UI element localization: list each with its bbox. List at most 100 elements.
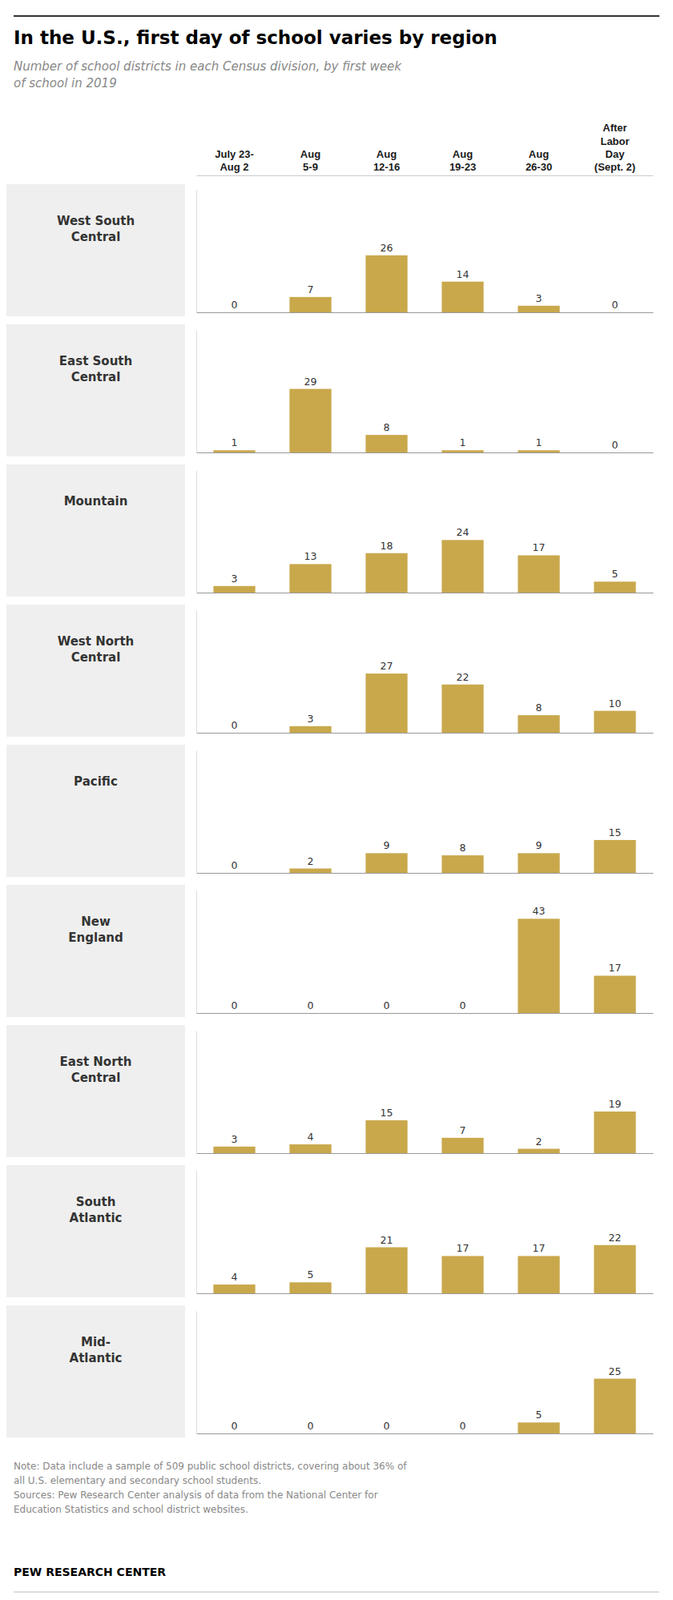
x-tick: Aug5-9 xyxy=(300,148,321,176)
data-label: 1 xyxy=(535,436,543,449)
data-label: 0 xyxy=(459,1420,467,1433)
data-label: 0 xyxy=(231,859,238,872)
text-line: Mid- xyxy=(80,1335,111,1351)
bar xyxy=(365,553,408,593)
bars xyxy=(213,389,560,453)
x-tick: Aug12-16 xyxy=(373,148,400,176)
y-axis-line xyxy=(196,1312,198,1435)
baseline xyxy=(197,1153,654,1155)
text-line: Central xyxy=(71,1071,121,1086)
bar xyxy=(441,450,484,453)
bar xyxy=(289,726,331,734)
data-label: 15 xyxy=(380,1107,394,1120)
data-labels: 4521171722 xyxy=(231,1232,622,1284)
bar xyxy=(517,1256,560,1294)
data-label: 27 xyxy=(380,660,394,673)
footer: PEW RESEARCH CENTER xyxy=(13,1566,166,1580)
data-label: 3 xyxy=(535,292,543,305)
data-label: 2 xyxy=(307,855,315,868)
x-tick-label: Aug26-30 xyxy=(525,148,553,174)
x-tick: July 23-Aug 2 xyxy=(214,148,254,176)
data-labels: 1298110 xyxy=(231,375,619,452)
bar xyxy=(441,1434,484,1435)
label-background xyxy=(6,604,186,738)
baseline-axis xyxy=(197,733,654,734)
text-line: West North xyxy=(57,634,135,649)
text-line: 5-9 xyxy=(302,161,319,174)
text-line: Aug xyxy=(528,148,549,161)
bars xyxy=(517,918,636,1014)
x-tick: Aug26-30 xyxy=(525,148,553,176)
baseline xyxy=(197,592,654,594)
text-line: Day xyxy=(605,148,626,161)
y-axis xyxy=(196,1031,198,1155)
data-label: 2 xyxy=(535,1136,543,1149)
baseline-axis xyxy=(197,452,654,454)
data-label: 7 xyxy=(307,283,315,296)
text-line: After xyxy=(602,121,627,134)
panel-label: Mid-Atlantic xyxy=(69,1335,123,1367)
x-tick-label: Aug19-23 xyxy=(449,148,476,174)
text-line: 12-16 xyxy=(373,161,400,174)
data-labels: 032722810 xyxy=(231,660,622,732)
text-line: 26-30 xyxy=(525,161,553,174)
bar xyxy=(593,1112,636,1154)
data-label: 43 xyxy=(532,905,546,918)
bar xyxy=(593,1379,636,1435)
x-tick-label: July 23-Aug 2 xyxy=(214,148,254,174)
bar xyxy=(441,685,484,734)
data-label: 22 xyxy=(608,1232,622,1245)
y-axis xyxy=(196,611,198,734)
baseline xyxy=(197,312,654,314)
bar xyxy=(593,312,636,314)
y-axis-line xyxy=(196,891,198,1015)
data-label: 4 xyxy=(307,1131,315,1144)
bar xyxy=(213,1285,255,1294)
bar xyxy=(365,1248,408,1294)
bar xyxy=(213,733,255,734)
text-line: West South xyxy=(56,213,135,229)
panel: East NorthCentral34157219 xyxy=(6,1025,654,1158)
data-label: 24 xyxy=(456,526,470,539)
x-tick-label: AfterLaborDay(Sept. 2) xyxy=(594,121,636,174)
text-line: Note: Data include a sample of 509 publi… xyxy=(13,1461,408,1473)
text-line: Aug xyxy=(300,148,321,161)
data-label: 1 xyxy=(231,436,238,449)
data-label: 0 xyxy=(231,719,238,732)
panel: West SouthCentral07261430 xyxy=(6,184,654,317)
panel: Pacific0298915 xyxy=(6,745,654,878)
data-labels: 34157219 xyxy=(231,1098,622,1149)
y-axis-line xyxy=(196,1172,198,1295)
bar xyxy=(289,869,331,874)
baseline xyxy=(197,1434,654,1435)
text-line: Labor xyxy=(600,135,629,148)
data-label: 22 xyxy=(456,671,470,684)
text-line: 19-23 xyxy=(449,161,476,174)
data-label: 8 xyxy=(459,842,467,855)
panel: Mountain3131824175 xyxy=(6,464,654,597)
baseline xyxy=(197,1293,654,1295)
data-label: 15 xyxy=(608,826,622,839)
bar xyxy=(213,450,255,453)
y-axis xyxy=(196,190,198,314)
bars xyxy=(289,840,636,874)
label-background xyxy=(6,885,186,1018)
text-line: (Sept. 2) xyxy=(594,161,636,174)
data-label: 17 xyxy=(456,1242,470,1255)
label-background xyxy=(6,184,186,317)
bar xyxy=(213,586,255,593)
y-axis xyxy=(196,471,198,594)
data-labels: 3131824175 xyxy=(231,526,619,585)
bar xyxy=(441,1138,484,1154)
data-label: 0 xyxy=(383,1420,391,1433)
x-axis: July 23-Aug 2Aug5-9Aug12-16Aug19-23Aug26… xyxy=(197,121,654,176)
text-line: Central xyxy=(71,229,121,245)
baseline-axis xyxy=(197,312,654,314)
y-axis-line xyxy=(196,330,198,454)
label-background xyxy=(6,1305,186,1439)
data-label: 0 xyxy=(612,298,619,311)
y-axis xyxy=(196,891,198,1015)
y-axis-line xyxy=(196,471,198,594)
data-label: 9 xyxy=(535,839,543,852)
bar xyxy=(517,555,560,593)
